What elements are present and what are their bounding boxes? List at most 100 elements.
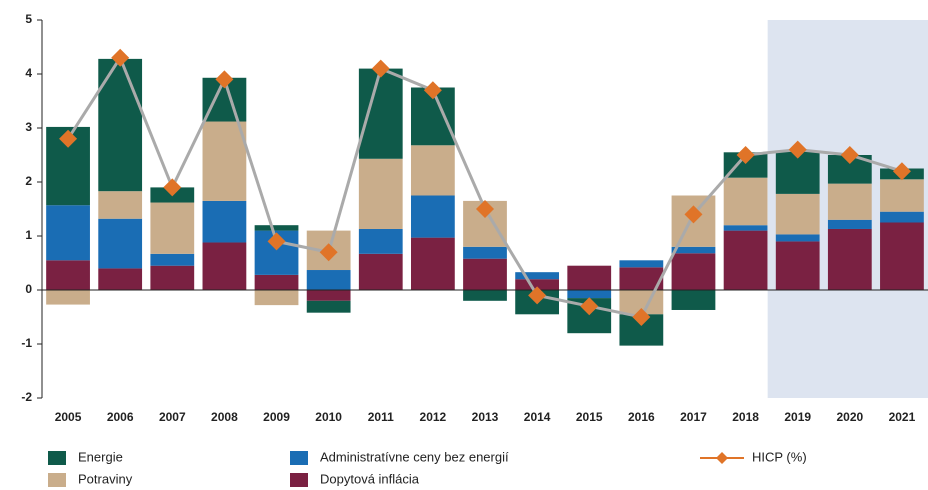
bar-segment: [410, 237, 455, 290]
bar-segment: [306, 300, 351, 313]
x-tick-label: 2018: [732, 410, 759, 424]
x-tick-label: 2016: [628, 410, 655, 424]
marker: [892, 162, 911, 181]
y-tick-label: 2: [25, 174, 32, 188]
x-tick-label: 2011: [368, 410, 394, 424]
x-tick-label: 2021: [889, 410, 916, 424]
bar-segment: [671, 290, 716, 310]
bar-segment: [567, 265, 612, 290]
y-tick-label: -2: [21, 390, 32, 404]
bar-segment: [410, 145, 455, 196]
bar-segment: [358, 253, 403, 290]
marker: [684, 205, 703, 224]
marker: [788, 140, 807, 159]
bar-segment: [150, 253, 195, 266]
bar-segment: [567, 290, 612, 299]
y-tick-label: -1: [21, 336, 32, 350]
bar-segment: [358, 228, 403, 254]
marker: [528, 286, 547, 305]
marker: [423, 81, 442, 100]
bar-segment: [723, 225, 768, 231]
bar-segment: [775, 241, 820, 290]
x-tick-label: 2005: [55, 410, 82, 424]
bar-segment: [775, 234, 820, 242]
marker: [59, 129, 78, 148]
legend-label: Energie: [78, 449, 123, 464]
x-tick-label: 2008: [211, 410, 238, 424]
bar-segment: [827, 219, 872, 229]
bar-segment: [358, 158, 403, 229]
bar-segment: [202, 200, 247, 243]
bar-segment: [515, 279, 560, 290]
legend-label: Administratívne ceny bez energií: [320, 449, 509, 464]
bar-segment: [46, 290, 90, 305]
bar-segment: [463, 290, 507, 301]
bar-segment: [723, 230, 768, 290]
bar-segment: [202, 121, 247, 201]
marker: [215, 70, 234, 89]
x-tick-label: 2012: [420, 410, 447, 424]
x-tick-label: 2009: [263, 410, 290, 424]
legend-swatch: [290, 473, 308, 487]
bar-segment: [827, 228, 872, 290]
legend-swatch: [290, 451, 308, 465]
legend-label: HICP (%): [752, 449, 807, 464]
bar-segment: [358, 68, 403, 159]
bar-segment: [306, 270, 351, 290]
bar-segment: [98, 268, 143, 290]
marker: [840, 146, 859, 164]
bar-segment: [463, 246, 507, 259]
marker: [111, 48, 130, 67]
bar-segment: [880, 222, 924, 290]
y-tick-label: 0: [25, 282, 32, 296]
bar-segment: [150, 265, 195, 290]
bar-segment: [254, 225, 299, 231]
marker: [319, 243, 338, 262]
bar-segment: [515, 272, 560, 280]
marker: [632, 308, 651, 326]
marker: [476, 200, 494, 218]
y-tick-label: 1: [25, 228, 32, 242]
legend-swatch: [48, 451, 66, 465]
bar-segment: [619, 267, 664, 290]
x-tick-label: 2006: [107, 410, 134, 424]
y-tick-label: 4: [25, 66, 32, 80]
x-tick-label: 2019: [784, 410, 811, 424]
legend-label: Potraviny: [78, 471, 133, 486]
bar-segment: [619, 260, 664, 268]
marker: [371, 59, 390, 78]
x-tick-label: 2020: [836, 410, 863, 424]
x-tick-label: 2015: [576, 410, 603, 424]
bar-segment: [254, 274, 299, 290]
bar-segment: [880, 179, 924, 212]
bar-segment: [46, 260, 90, 290]
bar-segment: [775, 193, 820, 235]
bar-segment: [827, 183, 872, 220]
x-tick-label: 2014: [524, 410, 551, 424]
legend-marker: [716, 452, 728, 464]
bar-segment: [306, 290, 351, 301]
bar-segment: [671, 246, 716, 254]
y-tick-label: 3: [25, 120, 32, 134]
bar-segment: [880, 211, 924, 223]
marker: [267, 232, 286, 251]
bar-segment: [46, 205, 90, 261]
legend-label: Dopytová inflácia: [320, 471, 420, 486]
legend-swatch: [48, 473, 66, 487]
bar-segment: [98, 191, 143, 219]
bar-segment: [671, 253, 716, 290]
x-tick-label: 2013: [472, 410, 499, 424]
x-tick-label: 2007: [159, 410, 186, 424]
x-tick-label: 2010: [315, 410, 342, 424]
bar-segment: [98, 58, 143, 192]
marker: [163, 178, 182, 197]
bar-segment: [254, 290, 299, 306]
bar-segment: [463, 258, 507, 290]
y-tick-label: 5: [25, 12, 32, 26]
bar-segment: [410, 195, 455, 238]
bar-segment: [202, 242, 247, 290]
bar-segment: [723, 177, 768, 226]
marker: [736, 146, 755, 164]
bar-segment: [98, 218, 143, 269]
